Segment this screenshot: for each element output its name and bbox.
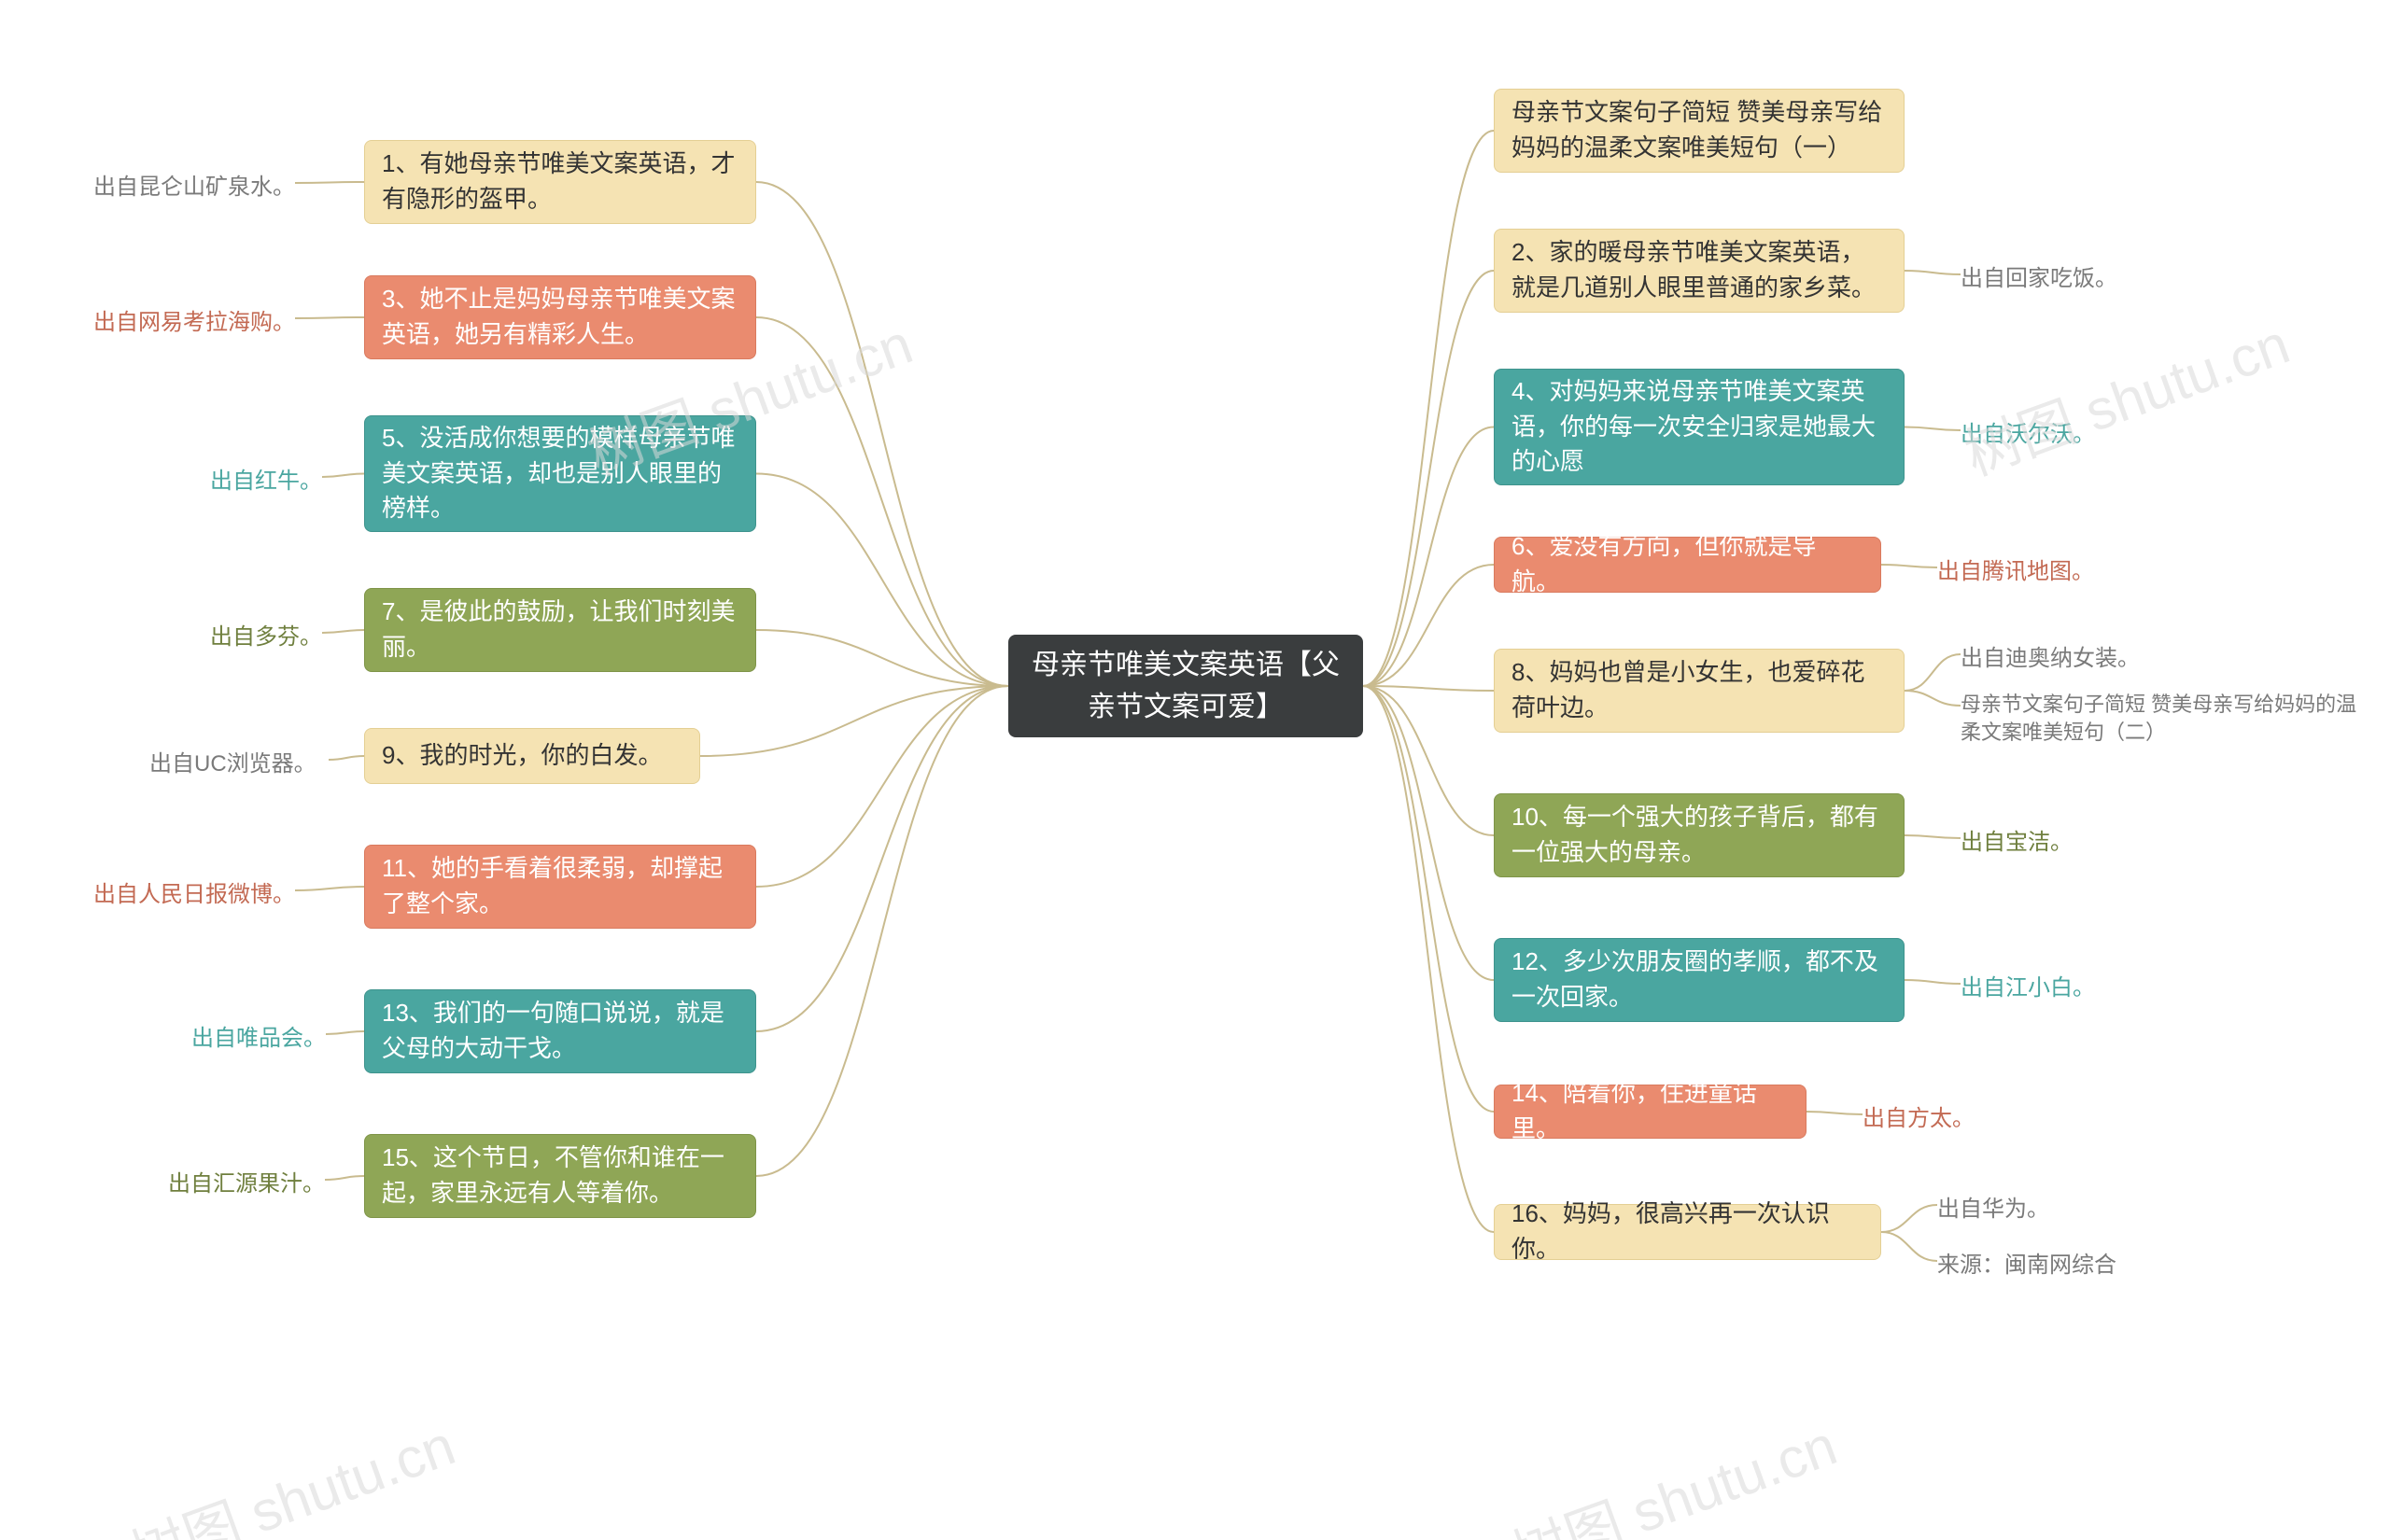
- leaf-note: 出自华为。: [1937, 1190, 2049, 1223]
- leaf-note: 来源：闽南网综合: [1937, 1246, 2116, 1279]
- branch-node: 8、妈妈也曾是小女生，也爱碎花荷叶边。: [1494, 649, 1905, 733]
- branch-node: 12、多少次朋友圈的孝顺，都不及一次回家。: [1494, 938, 1905, 1022]
- branch-node: 1、有她母亲节唯美文案英语，才有隐形的盔甲。: [364, 140, 756, 224]
- branch-node: 母亲节文案句子简短 赞美母亲写给妈妈的温柔文案唯美短句（一）: [1494, 89, 1905, 173]
- leaf-note: 出自多芬。: [210, 618, 322, 651]
- leaf-note: 母亲节文案句子简短 赞美母亲写给妈妈的温柔文案唯美短句（二）: [1961, 691, 2371, 746]
- leaf-note: 出自UC浏览器。: [149, 745, 316, 777]
- leaf-note: 出自江小白。: [1961, 969, 2095, 1001]
- watermark: 树图 shutu.cn: [118, 1400, 464, 1540]
- branch-node: 11、她的手看着很柔弱，却撑起了整个家。: [364, 845, 756, 929]
- branch-node: 15、这个节日，不管你和谁在一起，家里永远有人等着你。: [364, 1134, 756, 1218]
- leaf-note: 出自红牛。: [210, 462, 322, 495]
- leaf-note: 出自昆仑山矿泉水。: [93, 168, 295, 201]
- leaf-note: 出自汇源果汁。: [168, 1165, 325, 1197]
- leaf-note: 出自回家吃饭。: [1961, 259, 2117, 292]
- connection-lines: [0, 0, 2390, 1540]
- leaf-note: 出自迪奥纳女装。: [1961, 639, 2140, 672]
- branch-node: 10、每一个强大的孩子背后，都有一位强大的母亲。: [1494, 793, 1905, 877]
- leaf-note: 出自沃尔沃。: [1961, 415, 2095, 448]
- branch-node: 5、没活成你想要的模样母亲节唯美文案英语，却也是别人眼里的榜样。: [364, 415, 756, 532]
- watermark: 树图 shutu.cn: [1499, 1400, 1846, 1540]
- branch-node: 7、是彼此的鼓励，让我们时刻美丽。: [364, 588, 756, 672]
- branch-node: 16、妈妈，很高兴再一次认识你。: [1494, 1204, 1881, 1260]
- mindmap-canvas: 母亲节唯美文案英语【父亲节文案可爱】 1、有她母亲节唯美文案英语，才有隐形的盔甲。…: [0, 0, 2390, 1540]
- branch-node: 9、我的时光，你的白发。: [364, 728, 700, 784]
- leaf-note: 出自腾讯地图。: [1937, 553, 2094, 585]
- leaf-note: 出自人民日报微博。: [93, 875, 295, 908]
- branch-node: 14、陪着你，住进童话里。: [1494, 1085, 1807, 1139]
- leaf-note: 出自方太。: [1863, 1099, 1975, 1132]
- leaf-note: 出自宝洁。: [1961, 823, 2073, 856]
- branch-node: 6、爱没有方向，但你就是导航。: [1494, 537, 1881, 593]
- branch-node: 3、她不止是妈妈母亲节唯美文案英语，她另有精彩人生。: [364, 275, 756, 359]
- leaf-note: 出自唯品会。: [191, 1019, 326, 1052]
- branch-node: 2、家的暖母亲节唯美文案英语，就是几道别人眼里普通的家乡菜。: [1494, 229, 1905, 313]
- leaf-note: 出自网易考拉海购。: [93, 303, 295, 336]
- branch-node: 4、对妈妈来说母亲节唯美文案英语，你的每一次安全归家是她最大的心愿: [1494, 369, 1905, 485]
- branch-node: 13、我们的一句随口说说，就是父母的大动干戈。: [364, 989, 756, 1073]
- center-node: 母亲节唯美文案英语【父亲节文案可爱】: [1008, 635, 1363, 737]
- watermark: 树图 shutu.cn: [1952, 299, 2299, 491]
